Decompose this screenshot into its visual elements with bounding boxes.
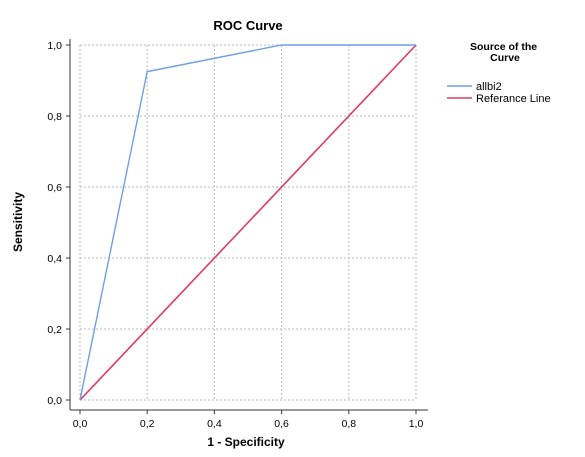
legend-title: Source of the Curve	[470, 41, 540, 64]
x-axis-label: 1 - Specificity	[207, 435, 285, 449]
axes	[66, 39, 428, 414]
grid-lines	[79, 44, 417, 401]
legend-label-1: Referance Line	[476, 93, 551, 105]
y-tick-label-5: 1,0	[47, 40, 62, 52]
x-tick-label-3: 0,6	[274, 418, 289, 430]
x-tick-label-0: 0,0	[73, 418, 88, 430]
y-tick-label-2: 0,4	[47, 253, 62, 265]
legend-label-0: allbi2	[476, 81, 502, 93]
x-tick-label-4: 0,8	[341, 418, 356, 430]
y-tick-label-4: 0,8	[47, 111, 62, 123]
x-tick-label-1: 0,2	[140, 418, 155, 430]
y-tick-label-3: 0,6	[47, 182, 62, 194]
series-lines	[79, 44, 417, 401]
tick-labels: 0,0 0,2 0,4 0,6 0,8 1,0 0,0 0,2 0,4 0,6 0,8 1,0	[47, 40, 423, 430]
series-line-1	[79, 44, 417, 401]
chart-title: ROC Curve	[213, 18, 282, 33]
x-tick-label-2: 0,4	[207, 418, 222, 430]
y-tick-label-0: 0,0	[47, 395, 62, 407]
series-line-0	[79, 44, 416, 401]
x-tick-label-5: 1,0	[409, 418, 424, 430]
y-tick-label-1: 0,2	[47, 324, 62, 336]
y-axis-label: Sensitivity	[11, 192, 25, 252]
